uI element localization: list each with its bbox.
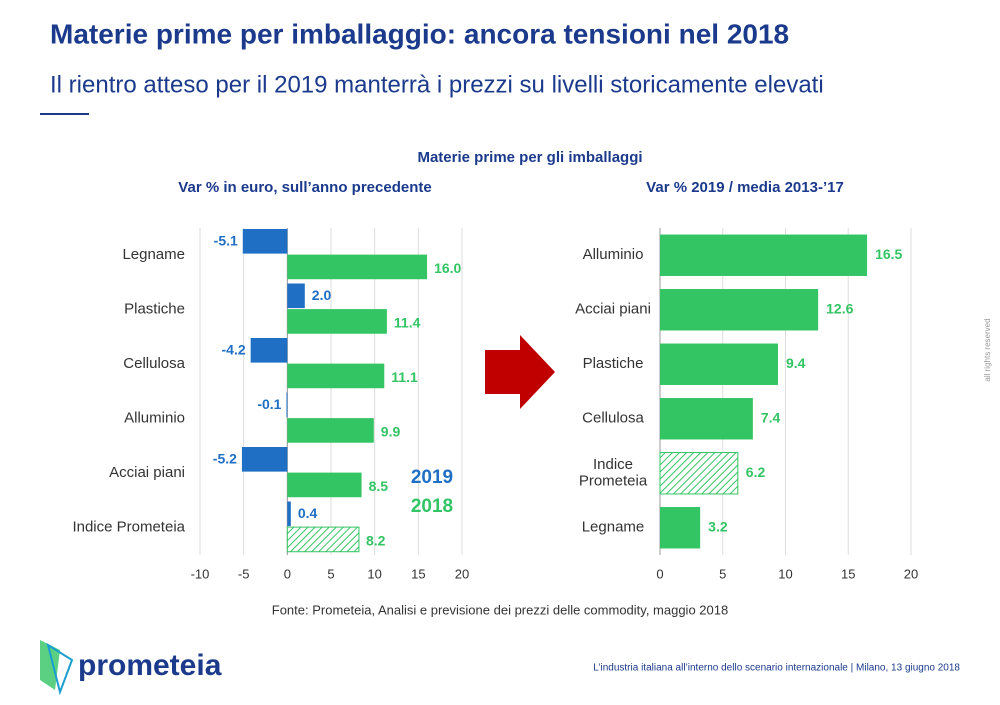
bar <box>250 338 288 363</box>
x-tick-label: -10 <box>191 566 210 581</box>
label-line: Indice <box>593 456 633 473</box>
value-label: 9.4 <box>786 355 806 371</box>
x-tick-label: 0 <box>284 566 291 581</box>
category-label: Legname <box>122 246 185 263</box>
chart-title: Var % in euro, sull’anno precedente <box>178 179 431 196</box>
x-tick-label: 5 <box>719 566 726 581</box>
footer: L’industria italiana all’interno dello s… <box>593 663 960 674</box>
value-label: 8.5 <box>369 478 389 494</box>
x-tick-label: 20 <box>904 566 918 581</box>
brand: prometeia <box>78 649 222 682</box>
bar <box>660 507 701 549</box>
category-label: Legname <box>582 519 645 536</box>
value-label: -5.1 <box>214 233 238 249</box>
x-tick-label: 10 <box>778 566 792 581</box>
chart-title: Var % 2019 / media 2013-’17 <box>646 179 844 196</box>
category-label: Plastiche <box>124 301 185 318</box>
value-label: 3.2 <box>708 518 728 534</box>
bar <box>287 283 305 309</box>
category-label: Cellulosa <box>123 355 185 372</box>
slide-subtitle: Il rientro atteso per il 2019 manterrà i… <box>50 71 824 98</box>
bar <box>287 418 374 443</box>
value-label: 6.2 <box>746 464 766 480</box>
bar <box>660 398 753 440</box>
bar <box>287 363 385 389</box>
x-tick-label: 20 <box>455 566 469 581</box>
bar <box>287 309 387 334</box>
bar <box>287 472 362 498</box>
x-tick-label: 15 <box>411 566 425 581</box>
source: Fonte: Prometeia, Analisi e previsione d… <box>272 602 728 617</box>
x-tick-label: 0 <box>656 566 663 581</box>
section-title: Materie prime per gli imballaggi <box>417 149 642 166</box>
x-tick-label: 10 <box>367 566 381 581</box>
value-label: 12.6 <box>826 300 853 316</box>
value-label: -0.1 <box>257 396 281 412</box>
value-label: 16.5 <box>875 246 902 262</box>
value-label: 9.9 <box>381 424 401 440</box>
category-label: Acciai piani <box>575 301 651 318</box>
legend-label: 2018 <box>411 496 453 517</box>
bar <box>286 392 288 418</box>
value-label: 11.1 <box>391 369 418 385</box>
bar <box>287 501 291 527</box>
bar <box>287 254 428 280</box>
value-label: -5.2 <box>213 451 237 467</box>
value-label: 7.4 <box>761 409 781 425</box>
category-label: Cellulosa <box>582 410 644 427</box>
value-label: 2.0 <box>312 287 332 303</box>
value-label: 11.4 <box>394 315 421 331</box>
category-label: Plastiche <box>583 355 644 372</box>
category-label: Alluminio <box>583 246 644 263</box>
bar <box>660 289 819 331</box>
x-tick-label: 5 <box>327 566 334 581</box>
x-tick-label: 15 <box>841 566 855 581</box>
x-tick-label: -5 <box>238 566 250 581</box>
value-label: 8.2 <box>366 533 386 549</box>
bar <box>660 234 868 276</box>
rights: all rights reserved <box>983 318 992 381</box>
category-label: Alluminio <box>124 410 185 427</box>
slide-title: Materie prime per imballaggio: ancora te… <box>50 18 789 49</box>
category-label: Indice Prometeia <box>72 519 185 536</box>
bar <box>242 229 288 254</box>
bar <box>286 526 360 553</box>
bar <box>659 452 739 495</box>
bar <box>241 447 288 472</box>
category-label: Acciai piani <box>109 464 185 481</box>
category-label: Indice Prometeia <box>579 456 648 490</box>
label-line: Prometeia <box>579 472 648 489</box>
arrow <box>485 335 555 409</box>
legend-label: 2019 <box>411 467 453 488</box>
logo <box>40 640 74 696</box>
bar <box>660 343 778 385</box>
value-label: -4.2 <box>222 342 246 358</box>
value-label: 0.4 <box>298 505 318 521</box>
value-label: 16.0 <box>434 260 461 276</box>
